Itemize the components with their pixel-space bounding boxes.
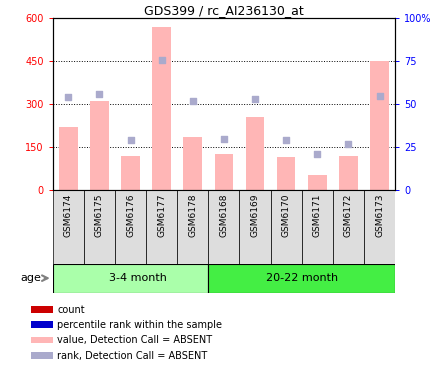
Bar — [332, 190, 363, 264]
Text: GSM6173: GSM6173 — [374, 194, 383, 238]
Text: GSM6170: GSM6170 — [281, 194, 290, 238]
Text: GSM6177: GSM6177 — [157, 194, 166, 238]
Bar — [338, 156, 357, 190]
Bar — [214, 154, 233, 190]
Point — [127, 138, 134, 143]
Point — [95, 91, 102, 97]
Point — [220, 136, 227, 142]
Text: GSM6176: GSM6176 — [126, 194, 135, 238]
Text: 3-4 month: 3-4 month — [109, 273, 167, 283]
Text: GSM6172: GSM6172 — [343, 194, 352, 238]
Title: GDS399 / rc_AI236130_at: GDS399 / rc_AI236130_at — [144, 4, 303, 17]
Text: count: count — [57, 305, 85, 315]
Bar — [208, 190, 239, 264]
Bar — [270, 190, 301, 264]
Bar — [31, 352, 53, 359]
Bar — [31, 337, 53, 343]
Bar — [307, 175, 326, 190]
Text: GSM6169: GSM6169 — [250, 194, 259, 238]
Text: GSM6171: GSM6171 — [312, 194, 321, 238]
Text: 20-22 month: 20-22 month — [265, 273, 337, 283]
Bar — [369, 61, 388, 190]
Bar — [177, 190, 208, 264]
Bar — [363, 190, 394, 264]
Bar — [239, 190, 270, 264]
Bar — [31, 306, 53, 313]
Bar — [53, 190, 84, 264]
Bar — [84, 190, 115, 264]
Text: rank, Detection Call = ABSENT: rank, Detection Call = ABSENT — [57, 351, 207, 361]
Point — [282, 138, 289, 143]
Bar — [31, 321, 53, 328]
Bar — [208, 264, 394, 293]
Bar — [301, 190, 332, 264]
Bar — [276, 157, 295, 190]
Bar — [59, 127, 78, 190]
Text: GSM6174: GSM6174 — [64, 194, 73, 238]
Text: GSM6178: GSM6178 — [188, 194, 197, 238]
Text: GSM6168: GSM6168 — [219, 194, 228, 238]
Point — [189, 98, 196, 104]
Bar — [152, 27, 170, 190]
Point — [158, 57, 165, 63]
Bar — [90, 101, 109, 190]
Point — [344, 141, 351, 147]
Point — [313, 151, 320, 157]
Bar — [115, 190, 146, 264]
Bar — [121, 156, 140, 190]
Bar — [53, 264, 208, 293]
Bar — [146, 190, 177, 264]
Point — [375, 93, 382, 98]
Bar — [245, 117, 264, 190]
Bar — [183, 137, 201, 190]
Text: percentile rank within the sample: percentile rank within the sample — [57, 320, 222, 330]
Point — [64, 94, 71, 100]
Text: value, Detection Call = ABSENT: value, Detection Call = ABSENT — [57, 335, 212, 345]
Text: age: age — [21, 273, 41, 283]
Point — [251, 96, 258, 102]
Text: GSM6175: GSM6175 — [95, 194, 104, 238]
